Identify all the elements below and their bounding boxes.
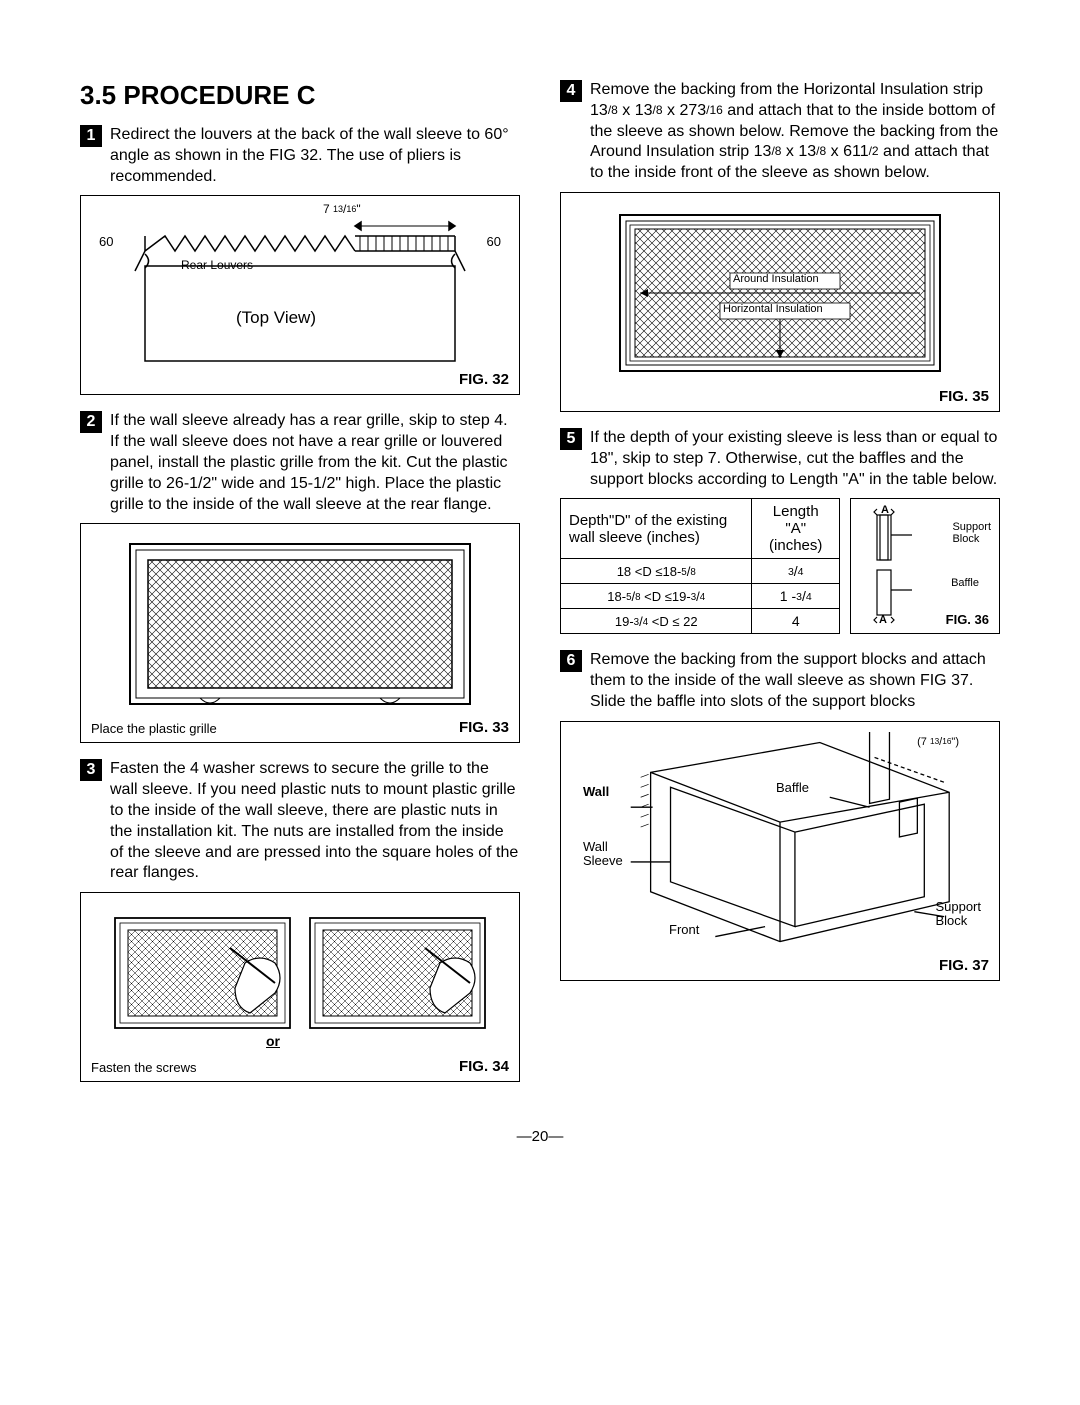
fig36-support: SupportBlock: [952, 521, 991, 545]
page: 3.5 PROCEDURE C 1 Redirect the louvers a…: [0, 0, 1080, 1185]
cell: 18 <D ≤18-5/8: [561, 559, 752, 584]
left-column: 3.5 PROCEDURE C 1 Redirect the louvers a…: [80, 80, 520, 1098]
right-column: 4 Remove the backing from the Horizontal…: [560, 80, 1000, 1098]
fig37-front: Front: [669, 922, 699, 937]
step-number-badge: 2: [80, 411, 102, 433]
figure-32: 7 13/16" 60 60 Rear Louvers (Top View) F…: [80, 195, 520, 395]
fig36-label: FIG. 36: [946, 612, 989, 627]
step-2: 2 If the wall sleeve already has a rear …: [80, 411, 520, 515]
figure-36: A A SupportBlock Baffle FIG. 36: [850, 498, 1000, 634]
figure-35: Around Insulation Horizontal Insulation …: [560, 192, 1000, 412]
fig32-label: FIG. 32: [459, 371, 509, 388]
step-3-text: Fasten the 4 washer screws to secure the…: [110, 759, 520, 884]
cell: 18-5/8 <D ≤19-3/4: [561, 584, 752, 609]
step-1-text: Redirect the louvers at the back of the …: [110, 125, 520, 187]
step-number-badge: 6: [560, 650, 582, 672]
fig34-or: or: [266, 1033, 280, 1049]
section-heading: 3.5 PROCEDURE C: [80, 80, 520, 111]
step-number-badge: 3: [80, 759, 102, 781]
step-4: 4 Remove the backing from the Horizontal…: [560, 80, 1000, 184]
fig34-diagram: [91, 903, 509, 1053]
fig35-around: Around Insulation: [733, 273, 819, 285]
step-6: 6 Remove the backing from the support bl…: [560, 650, 1000, 712]
svg-text:A: A: [881, 505, 889, 516]
fig32-rearlouvers: Rear Louvers: [181, 258, 253, 272]
step-5-text: If the depth of your existing sleeve is …: [590, 428, 1000, 490]
step-1: 1 Redirect the louvers at the back of th…: [80, 125, 520, 187]
step-number-badge: 1: [80, 125, 102, 147]
depth-table: Depth"D" of the existing wall sleeve (in…: [560, 498, 840, 634]
fig34-caption: Fasten the screws: [91, 1060, 197, 1075]
fig33-caption: Place the plastic grille: [91, 721, 217, 736]
fig37-dim: (7 13/16"): [917, 736, 959, 748]
page-number: —20—: [80, 1128, 1000, 1145]
table-fig36-row: Depth"D" of the existing wall sleeve (in…: [560, 498, 1000, 634]
fig32-angle-l: 60: [99, 234, 113, 249]
th-depth: Depth"D" of the existing wall sleeve (in…: [561, 499, 752, 559]
fig37-baffle: Baffle: [776, 780, 809, 795]
fig37-wall: Wall: [583, 784, 609, 799]
step-5: 5 If the depth of your existing sleeve i…: [560, 428, 1000, 490]
step-3: 3 Fasten the 4 washer screws to secure t…: [80, 759, 520, 884]
fig32-dim: 7 13/16": [323, 202, 361, 216]
step-number-badge: 4: [560, 80, 582, 102]
fig33-diagram: [91, 534, 509, 714]
two-column-layout: 3.5 PROCEDURE C 1 Redirect the louvers a…: [80, 80, 1000, 1098]
cell: 3/4: [752, 559, 840, 584]
figure-33: Place the plastic grille FIG. 33: [80, 523, 520, 743]
fig33-label: FIG. 33: [459, 719, 509, 736]
step-2-text: If the wall sleeve already has a rear gr…: [110, 411, 520, 515]
fig37-wallsleeve: WallSleeve: [583, 840, 623, 869]
fig36-baffle: Baffle: [951, 577, 979, 589]
cell: 1 -3/4: [752, 584, 840, 609]
fig37-support: SupportBlock: [935, 900, 981, 929]
figure-37: Wall WallSleeve Front Baffle SupportBloc…: [560, 721, 1000, 981]
fig32-diagram: [91, 206, 509, 366]
step-number-badge: 5: [560, 428, 582, 450]
fig37-label: FIG. 37: [939, 957, 989, 974]
fig37-diagram: [571, 732, 989, 962]
fig34-label: FIG. 34: [459, 1058, 509, 1075]
svg-text:A: A: [879, 614, 887, 625]
figure-34: or Fasten the screws FIG. 34: [80, 892, 520, 1082]
fig32-topview: (Top View): [236, 308, 316, 328]
cell: 19-3/4 <D ≤ 22: [561, 609, 752, 634]
fig32-angle-r: 60: [487, 234, 501, 249]
fig35-diagram: [571, 203, 989, 383]
fig35-horiz: Horizontal Insulation: [723, 303, 823, 315]
step-4-text: Remove the backing from the Horizontal I…: [590, 80, 1000, 184]
cell: 4: [752, 609, 840, 634]
th-length: Length "A" (inches): [752, 499, 840, 559]
step-6-text: Remove the backing from the support bloc…: [590, 650, 1000, 712]
fig35-label: FIG. 35: [939, 388, 989, 405]
